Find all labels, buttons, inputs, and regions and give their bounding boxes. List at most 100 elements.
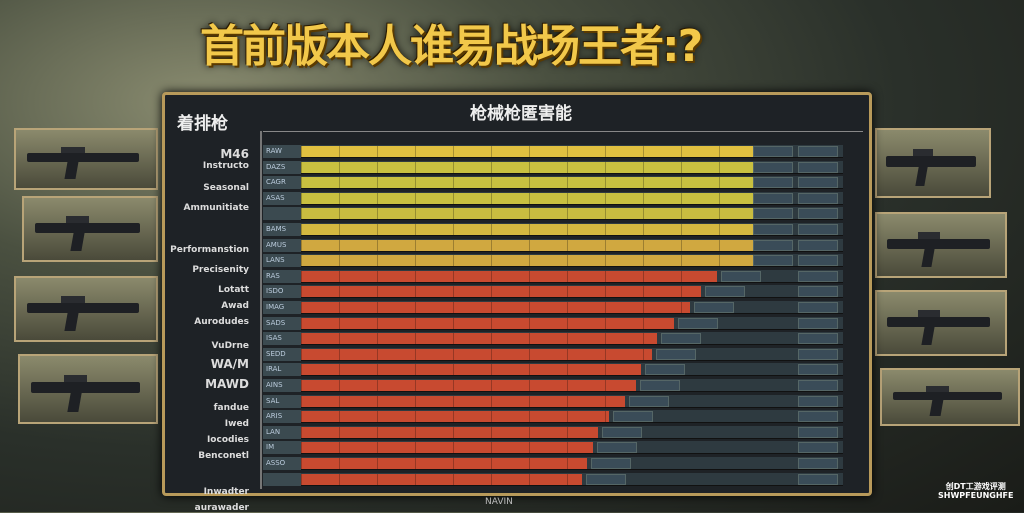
weapon-thumbnail[interactable] [14,128,158,190]
rifle-icon [27,295,140,313]
table-row[interactable]: IRAL [263,363,843,377]
table-row[interactable]: IMAG [263,301,843,314]
row-code: BAMS [263,223,301,236]
stat-chip [798,270,838,282]
stat-bar [301,161,760,173]
stat-bar [301,317,674,329]
rifle-icon [887,309,990,327]
weapon-label: Ammunitiate [183,203,250,213]
stat-chip [798,473,838,485]
watermark-line: SHWPFEUNGHFE [938,491,1014,500]
stat-chip [798,208,838,220]
weapon-thumbnail[interactable] [875,128,991,198]
row-code: LANS [263,254,301,268]
weapon-label: Performanstion [170,245,249,255]
stat-bar [301,270,717,282]
stat-chip [798,192,838,204]
table-row[interactable]: LAN [263,425,843,439]
stat-bar [301,364,642,376]
stat-bar [301,302,690,313]
stat-chip [585,473,626,485]
stat-chip [753,146,793,157]
stat-chip [798,348,838,360]
row-code: ISAS [263,332,301,346]
table-row[interactable]: ARIS [263,410,843,424]
panel-title: 枪械枪匿害能 [470,104,572,124]
table-row[interactable]: ASAS [263,191,843,205]
stat-chip [693,302,734,313]
table-row[interactable]: AINS [263,379,843,392]
table-row[interactable]: RAS [263,269,843,283]
weapon-thumbnail[interactable] [875,290,1007,356]
table-row[interactable]: SEDD [263,347,843,361]
stat-bar [301,426,598,438]
weapon-label: Precisenity [192,265,249,275]
table-row[interactable]: ISAS [263,332,843,346]
weapon-label: Benconetl [198,451,249,461]
divider [260,131,262,489]
row-code: DAZS [263,160,301,174]
row-code: AINS [263,379,301,392]
table-row[interactable]: BAMS [263,223,843,236]
row-code: RAW [263,145,301,158]
panel-footer: NAVIN [485,497,513,507]
stat-chip [629,395,669,407]
row-code [263,207,301,221]
stat-bar [301,458,588,469]
watermark: 创DT工游戏评测 SHWPFEUNGHFE [938,482,1013,500]
table-row[interactable]: IM [263,441,843,455]
stat-chip [656,348,696,360]
stat-chip [753,192,793,204]
weapon-thumbnail[interactable] [875,212,1007,278]
table-row[interactable] [263,207,843,221]
row-code: ISDO [263,285,301,299]
weapon-label: VuDrne [211,341,249,351]
weapon-thumbnail[interactable] [880,368,1020,426]
page-title: 首前版本人谁易战场王者:? [200,21,703,72]
weapon-thumbnail[interactable] [18,354,158,424]
row-code: ASSO [263,457,301,470]
stat-bar [301,333,658,345]
stat-chip [677,317,718,329]
stat-chip [602,426,642,438]
weapon-label: Inwadter [203,487,249,497]
stat-chip [591,458,632,469]
stat-bar [301,239,755,251]
stat-chip [753,161,793,173]
table-row[interactable]: ISDO [263,285,843,299]
table-row[interactable]: ASSO [263,457,843,470]
stat-chip [753,255,793,267]
stat-chip [753,239,793,251]
weapon-label: aurawader [194,503,249,513]
row-code [263,472,301,486]
row-code: IRAL [263,363,301,377]
table-row[interactable]: SADS [263,316,843,330]
row-code: ASAS [263,191,301,205]
table-row[interactable] [263,472,843,486]
stat-chip [798,239,838,251]
stat-chip [798,411,838,423]
stat-bar [301,473,582,485]
table-row[interactable]: SAL [263,394,843,408]
stat-bar [301,224,777,235]
table-row[interactable]: CAGR [263,176,843,190]
table-row[interactable]: AMUS [263,238,843,252]
rifle-icon [30,375,140,393]
weapon-label: Aurodudes [194,317,249,327]
weapon-thumbnail[interactable] [22,196,158,262]
row-code: SADS [263,316,301,330]
stat-bar [301,192,760,204]
table-row[interactable]: DAZS [263,160,843,174]
stat-chip [639,380,680,391]
stat-chip [798,333,838,345]
weapon-label: Seasonal [203,183,249,193]
row-code: ARIS [263,410,301,424]
stat-chip [798,161,838,173]
table-row[interactable]: LANS [263,254,843,268]
left-header: 着排枪 [177,114,228,134]
stat-bar [301,208,760,220]
stat-chip [798,146,838,157]
table-row[interactable]: RAW [263,145,843,158]
weapon-thumbnail[interactable] [14,276,158,342]
stat-chip [798,458,838,469]
